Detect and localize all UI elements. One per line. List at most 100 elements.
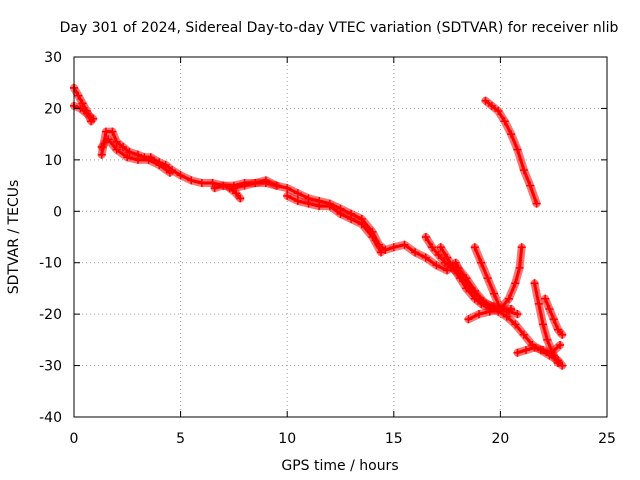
data-point-marker bbox=[556, 341, 565, 349]
data-point-marker bbox=[504, 294, 513, 303]
data-point-marker bbox=[513, 348, 522, 357]
series-line-arc-2 bbox=[72, 104, 95, 121]
data-point-marker bbox=[530, 279, 539, 288]
data-point-marker bbox=[283, 191, 292, 200]
data-point-marker bbox=[477, 258, 486, 267]
data-point-marker bbox=[532, 199, 541, 208]
data-point-marker bbox=[89, 114, 98, 123]
data-point-marker bbox=[500, 117, 509, 126]
data-point-marker bbox=[519, 166, 528, 175]
data-point-marker bbox=[458, 271, 467, 280]
data-point-marker bbox=[481, 96, 490, 105]
series-line-arc-7 bbox=[285, 194, 383, 254]
data-point-marker bbox=[293, 189, 302, 198]
data-point-marker bbox=[475, 294, 484, 303]
data-point-marker bbox=[240, 181, 249, 190]
data-point-marker bbox=[82, 109, 91, 118]
data-point-marker bbox=[421, 233, 430, 241]
data-point-marker bbox=[411, 248, 420, 257]
data-point-marker bbox=[272, 181, 281, 190]
data-point-marker bbox=[466, 284, 475, 293]
series-band-arc-7 bbox=[283, 191, 385, 257]
y-tick-label: -10 bbox=[39, 256, 62, 272]
y-tick-label: 0 bbox=[53, 204, 62, 220]
data-point-marker bbox=[97, 143, 106, 151]
data-point-marker bbox=[165, 168, 174, 177]
data-point-marker bbox=[507, 130, 516, 139]
x-tick-label: 25 bbox=[598, 431, 616, 447]
data-point-marker bbox=[558, 330, 567, 339]
grid bbox=[74, 57, 607, 417]
data-point-marker bbox=[357, 220, 366, 229]
data-point-marker bbox=[232, 189, 241, 198]
data-point-marker bbox=[104, 135, 113, 144]
data-point-marker bbox=[541, 294, 550, 303]
data-point-marker bbox=[549, 315, 558, 324]
data-point-marker bbox=[304, 199, 313, 208]
data-point-marker bbox=[325, 202, 334, 211]
data-point-marker bbox=[436, 243, 445, 252]
x-axis-label: GPS time / hours bbox=[281, 458, 398, 474]
data-point-marker bbox=[545, 305, 554, 313]
data-point-marker bbox=[507, 305, 516, 313]
data-point-marker bbox=[251, 179, 260, 187]
data-point-marker bbox=[539, 320, 548, 329]
data-point-marker bbox=[464, 315, 473, 324]
data-point-marker bbox=[133, 155, 142, 164]
y-axis-label: SDTVAR / TECUs bbox=[6, 180, 22, 295]
data-point-marker bbox=[74, 91, 83, 100]
data-point-marker bbox=[144, 155, 153, 164]
y-tick-label: -30 bbox=[39, 359, 62, 375]
data-point-marker bbox=[475, 310, 484, 319]
data-point-marker bbox=[513, 310, 522, 319]
data-point-marker bbox=[428, 243, 437, 252]
y-tick-label: -20 bbox=[39, 307, 62, 323]
data-point-marker bbox=[347, 215, 356, 223]
data-point-marker bbox=[225, 184, 234, 193]
data-point-marker bbox=[315, 202, 324, 211]
data-point-marker bbox=[368, 233, 377, 241]
data-point-marker bbox=[517, 243, 526, 252]
data-point-marker bbox=[187, 176, 196, 185]
data-point-marker bbox=[496, 305, 505, 313]
data-point-marker bbox=[487, 101, 496, 110]
x-tick-label: 10 bbox=[278, 431, 296, 447]
x-tick-label: 5 bbox=[176, 431, 185, 447]
data-point-marker bbox=[519, 330, 528, 339]
plot-frame bbox=[73, 56, 608, 418]
data-point-marker bbox=[421, 253, 430, 262]
data-point-marker bbox=[197, 179, 206, 187]
y-tick-label: -40 bbox=[39, 410, 62, 426]
data-point-marker bbox=[108, 127, 117, 136]
data-point-marker bbox=[553, 359, 562, 367]
data-point-marker bbox=[553, 325, 562, 334]
data-point-marker bbox=[400, 240, 409, 249]
data-point-marker bbox=[336, 209, 345, 218]
y-tick-label: 20 bbox=[44, 101, 62, 117]
data-point-marker bbox=[123, 153, 132, 162]
data-point-marker bbox=[490, 289, 499, 298]
data-point-marker bbox=[112, 145, 121, 154]
x-tick-label: 20 bbox=[491, 431, 509, 447]
data-point-marker bbox=[526, 181, 535, 190]
data-point-marker bbox=[451, 258, 460, 267]
y-tick-label: 10 bbox=[44, 153, 62, 169]
data-point-marker bbox=[511, 320, 520, 329]
series-band-arc-14 bbox=[481, 96, 541, 208]
data-point-marker bbox=[236, 194, 245, 203]
data-point-marker bbox=[534, 299, 543, 308]
data-point-marker bbox=[521, 346, 530, 355]
data-point-marker bbox=[513, 145, 522, 154]
data-point-marker bbox=[432, 261, 441, 270]
data-point-marker bbox=[283, 184, 292, 193]
data-point-marker bbox=[549, 351, 558, 360]
data-point-marker bbox=[176, 171, 185, 180]
x-tick-label: 15 bbox=[385, 431, 403, 447]
data-point-marker bbox=[261, 176, 270, 185]
data-point-marker bbox=[470, 243, 479, 252]
data-point-marker bbox=[219, 181, 228, 190]
data-point-marker bbox=[483, 274, 492, 283]
axis-ticks: 0 5 10 15 20 25 -40 -30 -20 -10 0 10 20 30 bbox=[39, 50, 616, 447]
data-point-marker bbox=[539, 346, 548, 355]
